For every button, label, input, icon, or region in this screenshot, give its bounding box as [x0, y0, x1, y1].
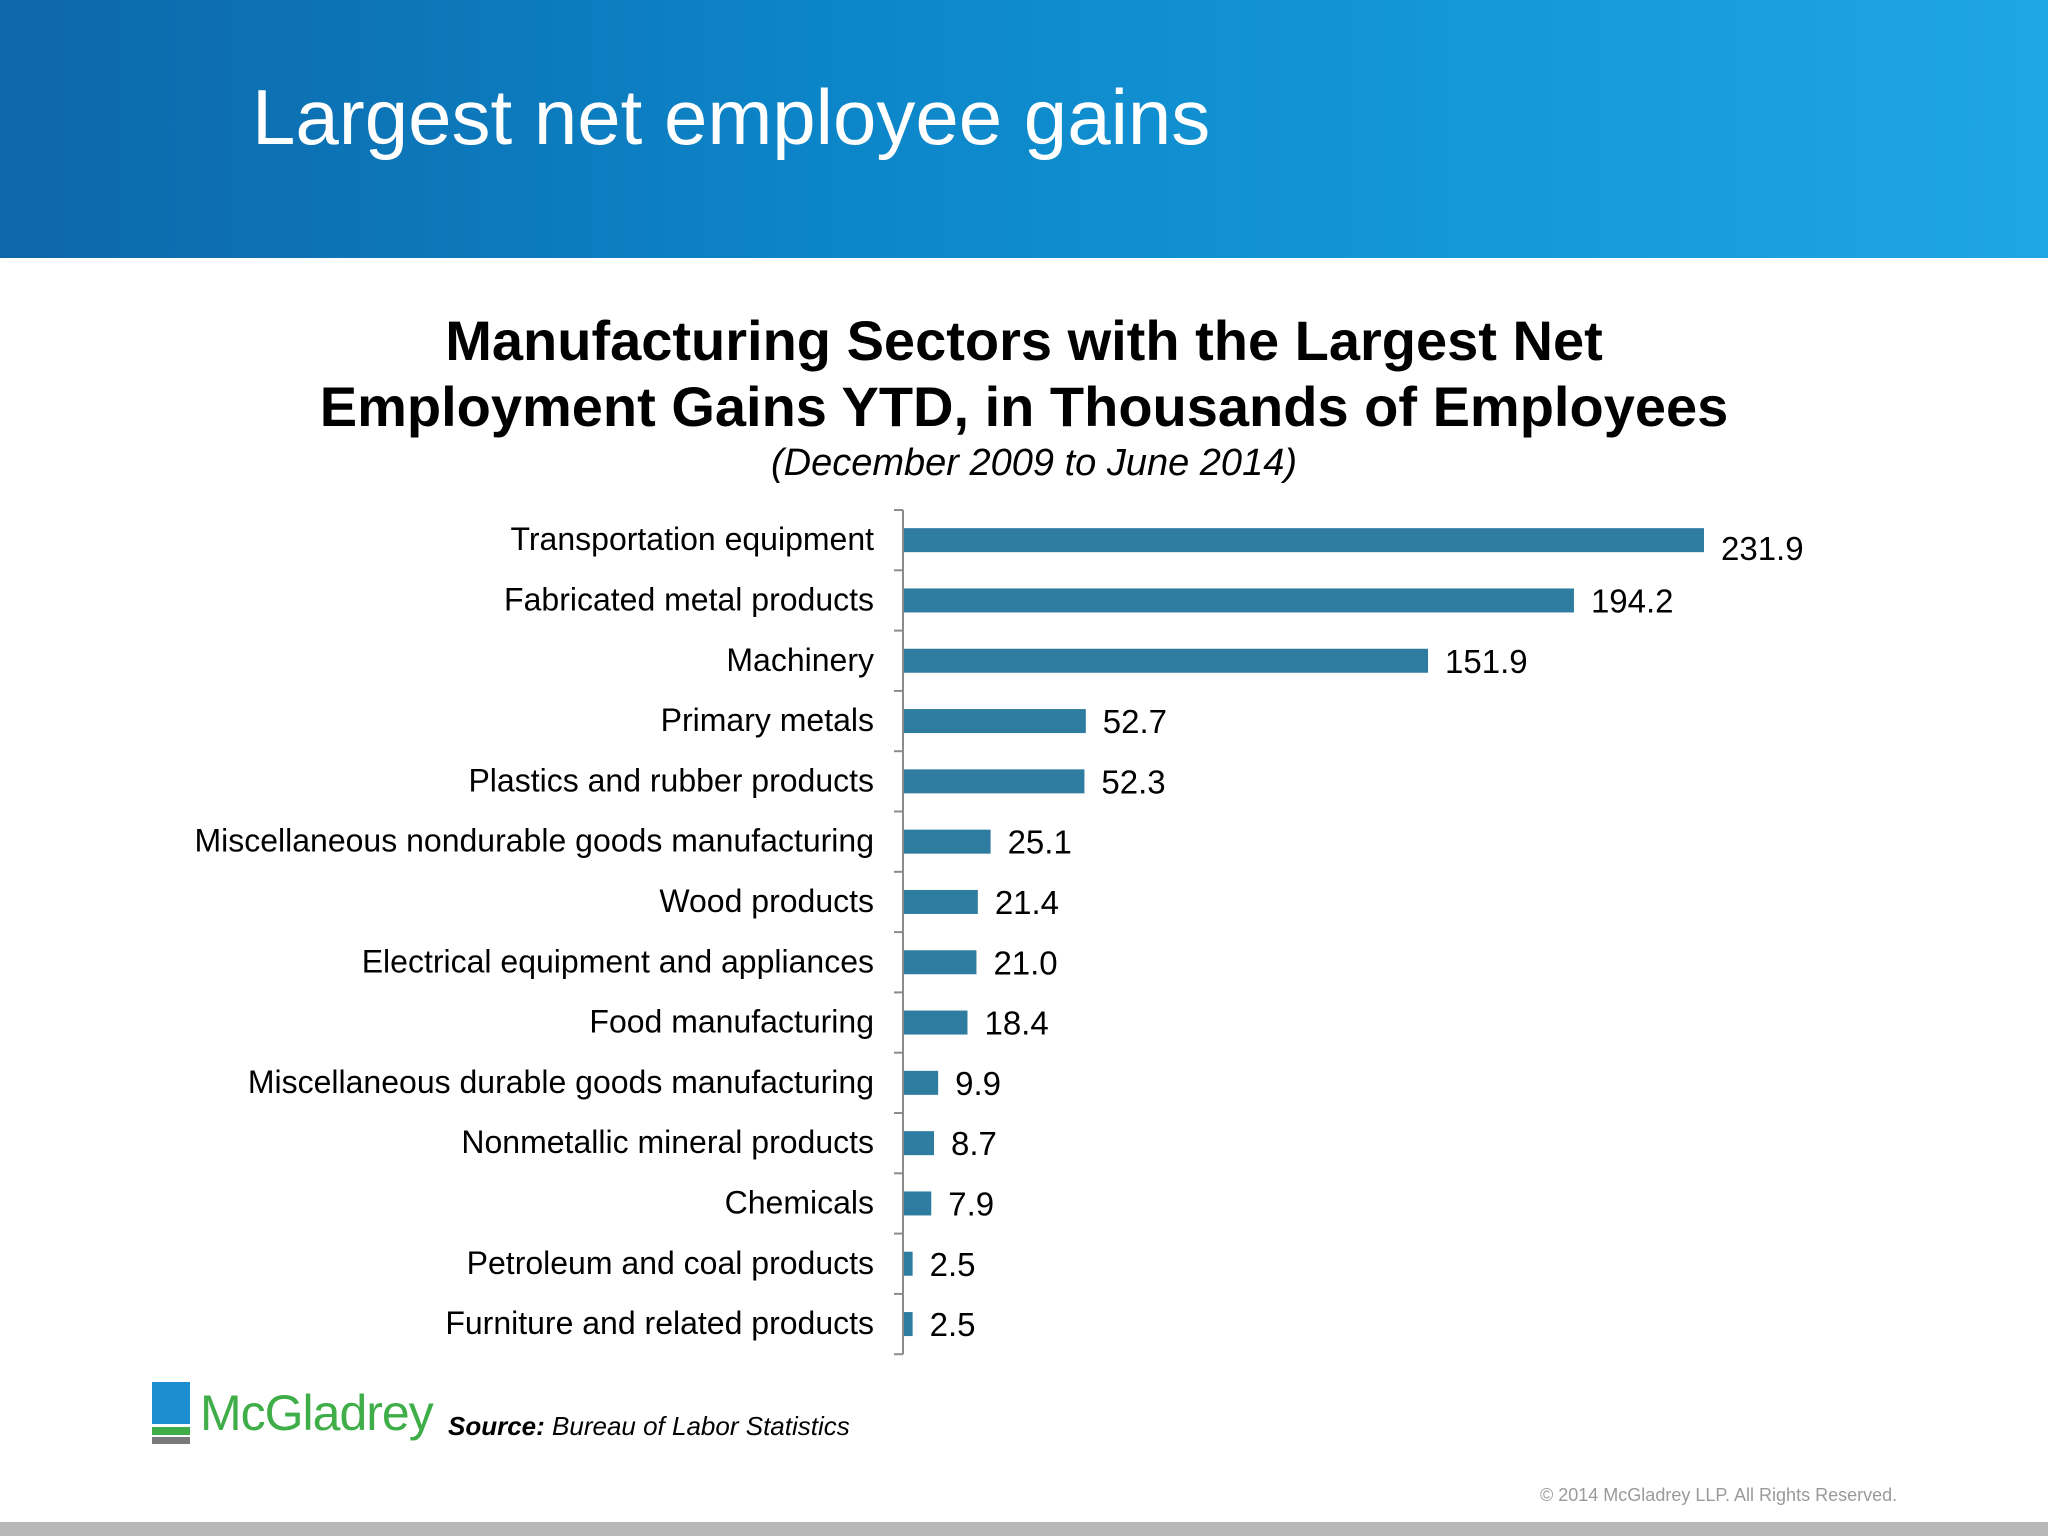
- category-label: Fabricated metal products: [504, 581, 874, 617]
- value-label: 52.7: [1103, 703, 1167, 740]
- bar: [904, 1191, 932, 1216]
- chart-subtitle: (December 2009 to June 2014): [771, 442, 1297, 484]
- value-label: 7.9: [948, 1185, 994, 1222]
- value-label: 25.1: [1008, 824, 1072, 861]
- value-label: 2.5: [930, 1306, 976, 1343]
- bar: [904, 1070, 939, 1095]
- category-label: Miscellaneous nondurable goods manufactu…: [194, 823, 874, 859]
- bar: [904, 829, 991, 854]
- category-label: Nonmetallic mineral products: [461, 1124, 874, 1160]
- bar: [904, 1251, 913, 1276]
- category-label: Petroleum and coal products: [467, 1245, 874, 1281]
- category-label: Machinery: [726, 642, 874, 678]
- category-label: Food manufacturing: [589, 1004, 874, 1040]
- category-label: Chemicals: [725, 1184, 874, 1220]
- value-label: 231.9: [1721, 530, 1804, 567]
- value-label: 8.7: [951, 1125, 997, 1162]
- value-label: 151.9: [1445, 643, 1528, 680]
- value-label: 21.4: [995, 884, 1059, 921]
- bar: [904, 648, 1429, 673]
- value-label: 194.2: [1591, 582, 1674, 619]
- copyright: © 2014 McGladrey LLP. All Rights Reserve…: [1540, 1485, 1898, 1505]
- category-label: Electrical equipment and appliances: [362, 943, 874, 979]
- bar: [904, 1131, 935, 1156]
- value-label: 21.0: [993, 944, 1057, 981]
- chart-title-line-1: Manufacturing Sectors with the Largest N…: [445, 309, 1603, 372]
- bar: [904, 528, 1704, 553]
- value-label: 9.9: [955, 1065, 1001, 1102]
- category-label: Primary metals: [661, 702, 874, 738]
- footer-bar: [0, 1522, 2048, 1536]
- source-note: Source: Bureau of Labor Statistics: [448, 1411, 850, 1442]
- bar: [904, 1312, 913, 1337]
- logo-mark-icon: [152, 1382, 190, 1444]
- chart-title-line-2: Employment Gains YTD, in Thousands of Em…: [319, 375, 1729, 438]
- value-label: 18.4: [984, 1005, 1048, 1042]
- category-label: Furniture and related products: [445, 1305, 874, 1341]
- bar: [904, 588, 1574, 613]
- category-label: Transportation equipment: [511, 521, 875, 557]
- category-label: Miscellaneous durable goods manufacturin…: [248, 1064, 874, 1100]
- value-label: 52.3: [1101, 763, 1165, 800]
- category-label: Plastics and rubber products: [468, 762, 874, 798]
- header-band: [0, 0, 2048, 258]
- chart-title: Manufacturing Sectors with the Largest N…: [0, 308, 2048, 440]
- slide-title: Largest net employee gains: [252, 73, 1211, 161]
- mcgladrey-logo: McGladrey: [152, 1382, 442, 1452]
- source-text: Bureau of Labor Statistics: [544, 1411, 850, 1441]
- value-label: 2.5: [930, 1246, 976, 1283]
- bar: [904, 1010, 968, 1035]
- bar: [904, 889, 978, 914]
- bar: [904, 769, 1085, 794]
- logo-text: McGladrey: [200, 1385, 434, 1441]
- bar: [904, 950, 977, 975]
- source-label: Source:: [448, 1411, 545, 1441]
- category-label: Wood products: [659, 883, 874, 919]
- bar: [904, 709, 1086, 734]
